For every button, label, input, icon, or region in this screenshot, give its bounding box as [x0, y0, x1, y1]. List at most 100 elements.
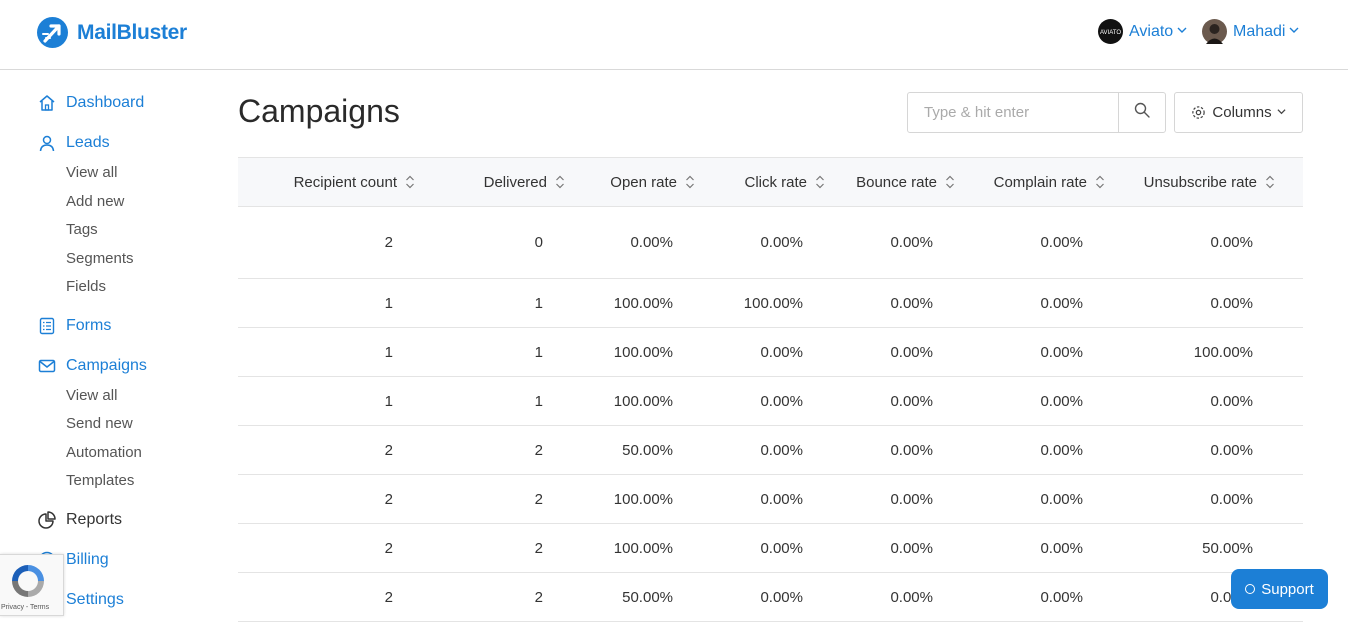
table-cell: 0.00% [760, 392, 803, 410]
table-cell: 0.00% [890, 343, 933, 361]
table-cell: 100.00% [1193, 343, 1253, 361]
user-avatar-icon [1202, 19, 1227, 44]
workspace-switcher[interactable]: AVIATO Aviato [1098, 19, 1187, 44]
table-cell: 0.00% [1040, 441, 1083, 459]
table-body: 2 0 0.00% 0.00% 0.00% 0.00% 0.00% 1 1 100.00% 100.… [238, 207, 1303, 622]
sidebar-item-label: Billing [66, 551, 109, 568]
table-cell: 0.00% [760, 490, 803, 508]
table-cell: 100.00% [613, 490, 673, 508]
chat-icon [1245, 584, 1256, 594]
sidebar-subitem-leads-add-new[interactable]: Add new [66, 193, 125, 210]
table-cell: 50.00% [1202, 539, 1253, 557]
table-row[interactable]: 1 1 100.00% 0.00% 0.00% 0.00% 100.00% [238, 328, 1303, 377]
table-row[interactable]: 2 0 0.00% 0.00% 0.00% 0.00% 0.00% [238, 207, 1303, 279]
columns-button[interactable]: Columns [1174, 92, 1303, 133]
workspace-name: Aviato [1129, 22, 1174, 40]
sidebar-item-label: Reports [66, 511, 123, 528]
column-header[interactable]: Complain rate [994, 158, 1105, 206]
search-input[interactable] [908, 93, 1118, 132]
sidebar-subitem-leads-tags[interactable]: Tags [66, 221, 98, 238]
table-cell: 100.00% [613, 392, 673, 410]
table-cell: 1 [384, 392, 393, 410]
support-button[interactable]: Support [1231, 569, 1328, 609]
table-row[interactable]: 2 2 100.00% 0.00% 0.00% 0.00% 50.00% [238, 524, 1303, 573]
table-row[interactable]: 2 2 100.00% 0.00% 0.00% 0.00% 0.00% [238, 475, 1303, 524]
table-cell: 50.00% [622, 441, 673, 459]
columns-label: Columns [1212, 104, 1272, 121]
table-header: Recipient count Delivered Open rate Click r… [238, 157, 1303, 207]
table-cell: 2 [384, 490, 393, 508]
column-header-label: Open rate [610, 173, 677, 191]
table-cell: 0.00% [760, 539, 803, 557]
table-cell: 0.00% [1210, 490, 1253, 508]
table-cell: 0.00% [890, 294, 933, 312]
search-button[interactable] [1118, 93, 1165, 132]
table-cell: 1 [534, 294, 543, 312]
svg-text:AVIATO: AVIATO [1100, 30, 1121, 36]
pie-chart-icon [38, 511, 56, 529]
user-menu[interactable]: Mahadi [1202, 19, 1299, 44]
sidebar-subitem-campaigns-automation[interactable]: Automation [66, 444, 142, 461]
column-header-label: Recipient count [293, 173, 397, 191]
sidebar-subitem-leads-view-all[interactable]: View all [66, 164, 118, 181]
table-cell: 0 [534, 234, 543, 251]
brand-name: MailBluster [77, 20, 187, 44]
table-cell: 0.00% [760, 234, 803, 251]
sort-icon [685, 175, 695, 189]
table-cell: 0.00% [890, 392, 933, 410]
form-icon [38, 317, 56, 335]
sort-icon [815, 175, 825, 189]
table-cell: 2 [384, 441, 393, 459]
recaptcha-badge[interactable]: Privacy - Terms [0, 554, 64, 616]
column-header[interactable]: Open rate [610, 158, 695, 206]
table-cell: 2 [534, 588, 543, 606]
table-cell: 1 [384, 294, 393, 312]
table-cell: 2 [534, 441, 543, 459]
table-cell: 2 [534, 490, 543, 508]
sidebar-item-campaigns[interactable]: Campaigns [38, 357, 147, 375]
campaigns-table: Recipient count Delivered Open rate Click r… [238, 157, 1303, 622]
top-bar: MailBluster AVIATO Aviato Mahadi [0, 0, 1348, 70]
aviato-logo-icon: AVIATO [1098, 19, 1123, 44]
table-row[interactable]: 1 1 100.00% 0.00% 0.00% 0.00% 0.00% [238, 377, 1303, 426]
table-cell: 1 [384, 343, 393, 361]
column-header[interactable]: Delivered [484, 158, 565, 206]
sidebar-item-forms[interactable]: Forms [38, 317, 111, 335]
sort-icon [945, 175, 955, 189]
brand-logo[interactable]: MailBluster [37, 17, 187, 48]
column-header[interactable]: Bounce rate [856, 158, 955, 206]
sidebar-subitem-leads-fields[interactable]: Fields [66, 278, 107, 295]
table-cell: 0.00% [890, 234, 933, 251]
sidebar-item-leads[interactable]: Leads [38, 134, 110, 152]
column-header-label: Delivered [483, 173, 547, 191]
table-cell: 0.00% [890, 490, 933, 508]
sidebar-item-reports[interactable]: Reports [38, 511, 122, 529]
sidebar-subitem-campaigns-send-new[interactable]: Send new [66, 415, 133, 432]
table-cell: 100.00% [613, 343, 673, 361]
table-cell: 0.00% [1210, 294, 1253, 312]
table-cell: 0.00% [1210, 234, 1253, 251]
column-header-label: Unsubscribe rate [1143, 173, 1257, 191]
user-name: Mahadi [1233, 22, 1286, 40]
sidebar-item-label: Settings [66, 591, 124, 608]
mailbluster-logo-icon [37, 17, 68, 48]
column-header[interactable]: Recipient count [294, 158, 415, 206]
table-cell: 1 [534, 343, 543, 361]
table-row[interactable]: 1 1 100.00% 100.00% 0.00% 0.00% 0.00% [238, 279, 1303, 328]
sidebar-subitem-campaigns-view-all[interactable]: View all [66, 387, 118, 404]
column-header[interactable]: Click rate [744, 158, 825, 206]
sidebar-item-dashboard[interactable]: Dashboard [38, 94, 144, 112]
sidebar-subitem-leads-segments[interactable]: Segments [66, 250, 134, 267]
table-cell: 0.00% [1040, 294, 1083, 312]
table-cell: 0.00% [1040, 234, 1083, 251]
chevron-down-icon [1277, 107, 1286, 119]
recaptcha-terms[interactable]: Privacy - Terms [1, 604, 50, 611]
column-header[interactable]: Unsubscribe rate [1144, 158, 1275, 206]
sort-icon [555, 175, 565, 189]
table-cell: 0.00% [1040, 392, 1083, 410]
table-cell: 100.00% [743, 294, 803, 312]
chevron-down-icon [1177, 25, 1187, 38]
sidebar-subitem-campaigns-templates[interactable]: Templates [66, 472, 135, 489]
